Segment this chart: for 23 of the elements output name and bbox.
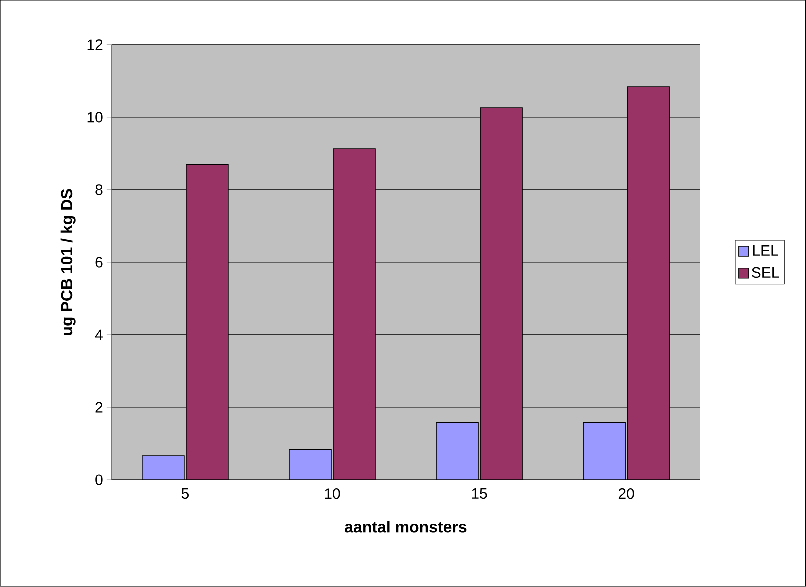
y-tick-label: 2 [96,402,103,413]
x-tick-label: 10 [325,488,340,500]
x-tick-label: 20 [618,488,634,500]
bar [142,456,185,480]
y-tick-label: 10 [88,112,103,123]
y-tick-label: 4 [95,330,103,340]
x-tick-label: 5 [182,488,189,500]
y-tick-label: 6 [96,257,103,268]
bar [480,108,523,480]
x-tick-label: 15 [472,488,488,500]
y-tick-label: 0 [96,474,103,486]
bar [186,164,229,480]
bar [436,422,479,480]
bar [333,148,376,480]
bar [627,86,670,480]
x-axis-title: aantal monsters [345,521,467,533]
y-tick-label: 8 [96,184,103,196]
bar [583,422,626,480]
legend-label: SEL [752,267,780,278]
bar [289,450,332,480]
y-tick-label: 12 [88,40,103,50]
y-axis-title: ug PCB 101 / kg DS [60,189,76,336]
legend-label: LEL [753,246,778,256]
